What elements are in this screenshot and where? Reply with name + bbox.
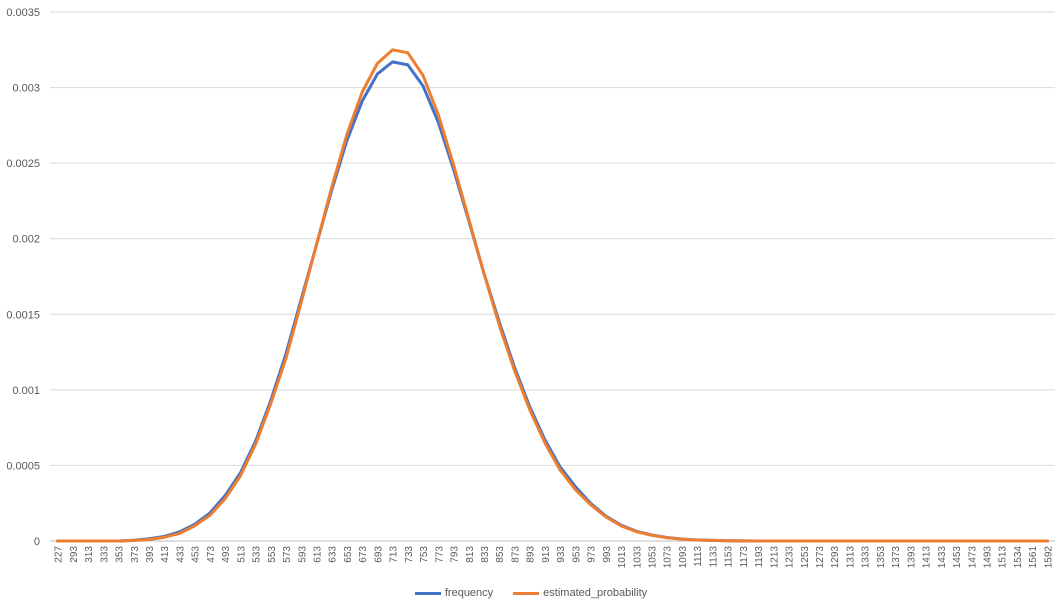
x-tick-label: 1293 (830, 546, 841, 569)
legend-label-frequency: frequency (444, 587, 494, 599)
x-tick-label: 653 (343, 546, 354, 563)
legend-swatch-frequency (414, 591, 441, 595)
legend-label-estimated-probability: estimated_probability (543, 587, 648, 599)
x-tick-label: 573 (282, 546, 293, 563)
y-tick-label: 0.0025 (6, 158, 40, 170)
x-tick-label: 1253 (800, 546, 811, 569)
x-tick-label: 953 (571, 546, 582, 563)
x-tick-label: 1273 (815, 546, 826, 569)
x-tick-label: 1313 (845, 546, 856, 569)
x-tick-label: 933 (556, 546, 567, 563)
x-tick-label: 1233 (785, 546, 796, 569)
y-tick-label: 0.0005 (6, 460, 40, 472)
x-tick-label: 1093 (678, 546, 689, 569)
legend-item-frequency: frequency (414, 587, 494, 599)
x-tick-label: 773 (434, 546, 445, 563)
x-tick-label: 793 (450, 546, 461, 563)
legend-swatch-estimated-probability (513, 591, 540, 595)
y-tick-label: 0.002 (12, 234, 40, 246)
x-tick-label: 1153 (724, 546, 735, 568)
x-tick-label: 493 (221, 546, 232, 563)
x-tick-label: 1473 (967, 546, 978, 569)
x-tick-label: 453 (191, 546, 202, 563)
x-tick-label: 893 (526, 546, 537, 563)
x-tick-label: 1053 (647, 546, 658, 569)
x-tick-label: 1561 (1028, 546, 1039, 569)
x-tick-label: 373 (130, 546, 141, 563)
x-tick-label: 673 (358, 546, 369, 563)
x-tick-label: 973 (587, 546, 598, 563)
x-tick-label: 353 (115, 546, 126, 563)
x-tick-label: 1133 (708, 546, 719, 568)
x-tick-label: 1413 (922, 546, 933, 569)
y-tick-label: 0.0035 (6, 7, 40, 19)
x-tick-label: 713 (389, 546, 400, 563)
x-tick-label: 293 (69, 546, 80, 563)
x-tick-label: 413 (160, 546, 171, 563)
x-tick-label: 613 (312, 546, 323, 563)
x-tick-label: 393 (145, 546, 156, 563)
x-tick-label: 1013 (617, 546, 628, 569)
x-tick-label: 1213 (769, 546, 780, 569)
x-tick-label: 693 (373, 546, 384, 563)
x-tick-label: 873 (510, 546, 521, 563)
x-tick-label: 1113 (693, 546, 704, 567)
x-tick-label: 913 (541, 546, 552, 563)
series-line-estimated-probability (56, 48, 1049, 543)
x-tick-label: 993 (602, 546, 613, 563)
x-tick-label: 753 (419, 546, 430, 563)
legend-item-estimated-probability: estimated_probability (513, 587, 647, 599)
x-tick-label: 813 (465, 546, 476, 563)
x-tick-label: 333 (99, 546, 110, 563)
x-tick-label: 1513 (998, 546, 1009, 569)
x-tick-label: 553 (267, 546, 278, 563)
series-line-frequency (56, 60, 1049, 543)
x-tick-label: 1493 (982, 546, 993, 569)
x-tick-label: 853 (495, 546, 506, 563)
x-tick-label: 1433 (937, 546, 948, 569)
legend: frequency estimated_probability (0, 584, 1062, 602)
x-tick-label: 473 (206, 546, 217, 563)
y-tick-label: 0.0015 (6, 309, 40, 321)
x-tick-label: 833 (480, 546, 491, 563)
x-tick-label: 1073 (663, 546, 674, 569)
y-tick-label: 0.003 (12, 83, 40, 95)
x-tick-label: 433 (175, 546, 186, 563)
x-tick-label: 1592 (1043, 546, 1054, 569)
x-tick-label: 533 (252, 546, 263, 563)
x-tick-label: 1534 (1013, 546, 1024, 569)
x-tick-label: 1393 (906, 546, 917, 569)
x-tick-label: 227 (54, 546, 65, 563)
x-tick-label: 1453 (952, 546, 963, 569)
x-tick-label: 633 (328, 546, 339, 563)
x-tick-label: 313 (84, 546, 95, 563)
x-tick-label: 1373 (891, 546, 902, 569)
x-tick-label: 513 (236, 546, 247, 563)
y-tick-label: 0 (34, 536, 40, 548)
x-tick-label: 1193 (754, 546, 765, 568)
x-tick-label: 1353 (876, 546, 887, 569)
y-tick-label: 0.001 (12, 385, 40, 397)
x-tick-label: 733 (404, 546, 415, 563)
x-tick-label: 1033 (632, 546, 643, 569)
x-tick-label: 593 (297, 546, 308, 563)
x-tick-label: 1333 (861, 546, 872, 569)
x-tick-label: 1173 (739, 546, 750, 568)
